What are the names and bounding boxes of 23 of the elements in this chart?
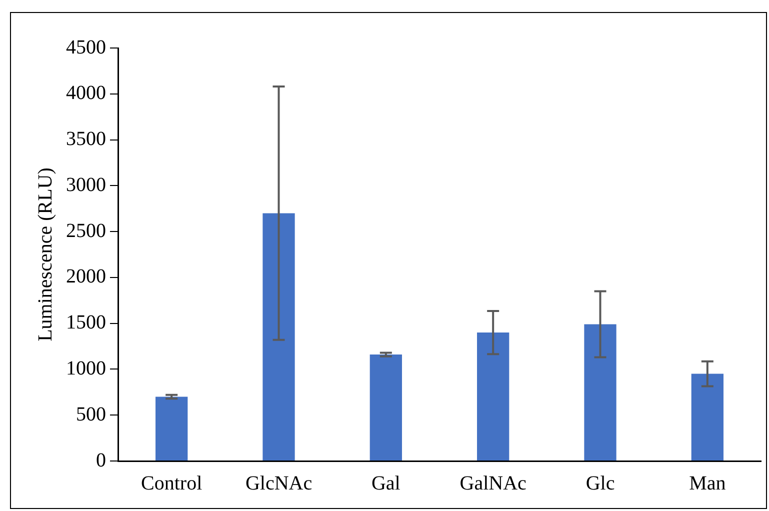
x-tick-label: Glc [586,472,615,494]
y-tick-label: 3000 [66,174,106,196]
y-tick-label: 500 [76,403,106,426]
x-tick-label: GlcNAc [245,472,312,494]
bar [477,332,510,460]
bar [262,213,295,460]
x-tick-label: GalNAc [460,472,527,494]
y-tick-label: 4500 [66,36,106,58]
bar [156,396,188,460]
bar [370,354,402,460]
y-tick-label: 2000 [66,266,106,288]
y-axis-title: Luminescence (RLU) [34,168,56,342]
bar [691,374,724,460]
y-tick-label: 2500 [66,220,106,242]
y-tick-label: 3500 [66,128,106,150]
y-tick-label: 0 [96,449,106,472]
y-tick-label: 4000 [66,82,106,104]
bar [584,324,616,460]
y-tick-label: 1500 [66,312,106,334]
x-tick-label: Control [141,472,203,494]
x-tick-label: Man [689,472,726,494]
y-tick-label: 1000 [66,357,106,380]
x-tick-label: Gal [371,472,401,494]
